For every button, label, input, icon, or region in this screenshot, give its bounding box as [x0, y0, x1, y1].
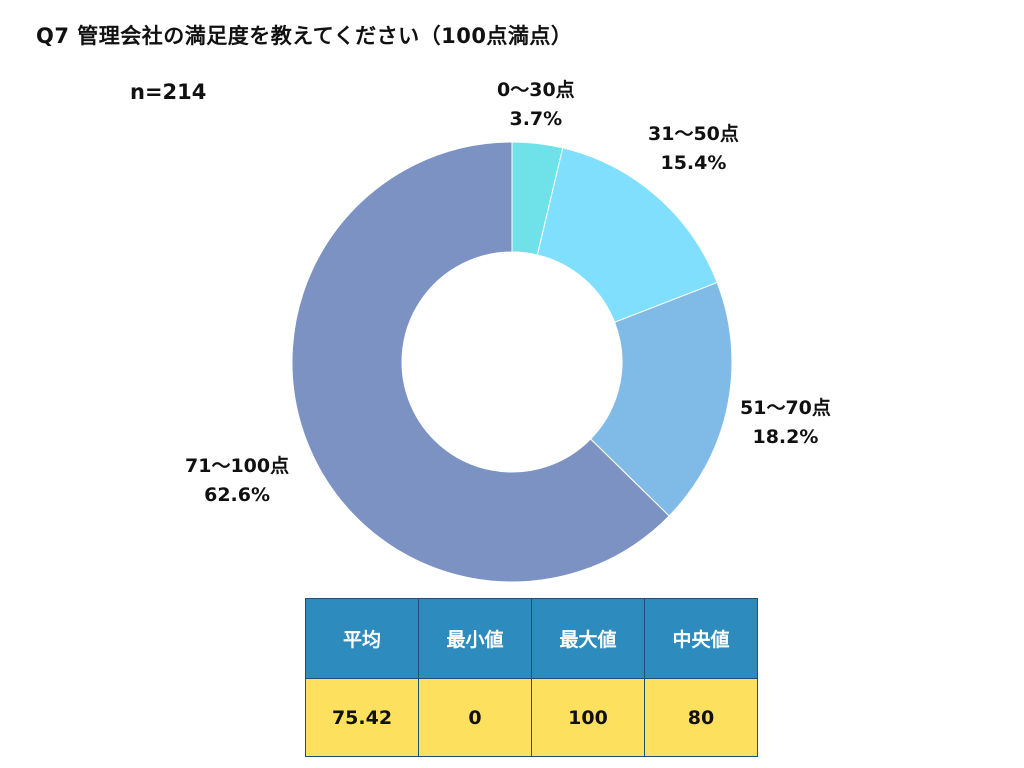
stats-header-max: 最大値 [531, 598, 645, 679]
slice-label-51-70: 51〜70点 18.2% [740, 394, 831, 452]
stats-value-max: 100 [531, 678, 645, 757]
slice-category: 0〜30点 [497, 79, 575, 101]
chart-title: Q7 管理会社の満足度を教えてください（100点満点） [36, 24, 573, 48]
slice-category: 51〜70点 [740, 397, 831, 419]
stats-table: 平均 最小値 最大値 中央値 75.42 0 100 80 [305, 598, 758, 757]
donut-slice-3 [291, 141, 670, 583]
slice-label-0-30: 0〜30点 3.7% [497, 76, 575, 134]
donut-slice-1 [536, 147, 718, 323]
stats-header-row: 平均 最小値 最大値 中央値 [305, 598, 758, 679]
slice-label-71-100: 71〜100点 62.6% [185, 452, 289, 510]
stats-value-min: 0 [418, 678, 532, 757]
slice-category: 31〜50点 [648, 123, 739, 145]
stats-header-min: 最小値 [418, 598, 532, 679]
stats-value-row: 75.42 0 100 80 [305, 678, 758, 757]
slice-category: 71〜100点 [185, 455, 290, 477]
stats-header-median: 中央値 [644, 598, 758, 679]
slice-label-31-50: 31〜50点 15.4% [648, 120, 739, 178]
slice-value: 3.7% [509, 108, 563, 130]
stats-value-mean: 75.42 [305, 678, 419, 757]
donut-slice-2 [589, 281, 733, 517]
stats-value-median: 80 [644, 678, 758, 757]
slice-value: 18.2% [752, 426, 819, 448]
sample-size: n=214 [130, 80, 207, 104]
stats-header-mean: 平均 [305, 598, 419, 679]
slice-value: 15.4% [660, 152, 727, 174]
slice-value: 62.6% [204, 484, 271, 506]
